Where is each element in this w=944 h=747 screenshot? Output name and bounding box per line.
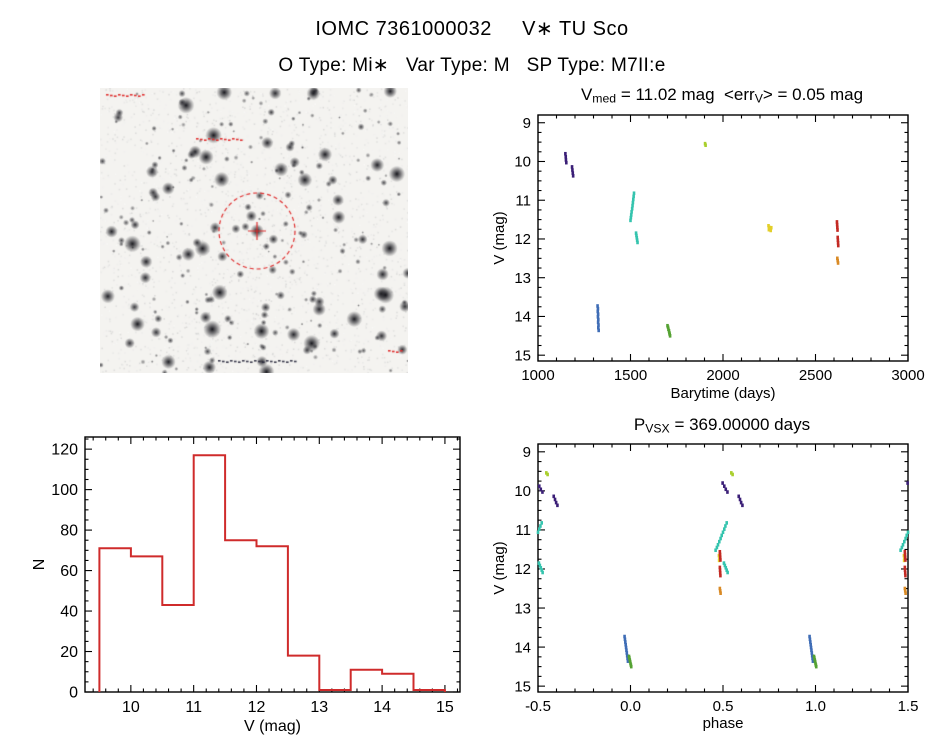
- title-subscript: med: [592, 91, 617, 106]
- y-tick-label: 12: [514, 561, 531, 578]
- y-tick-labels: 9 10 11 12 13 14 15: [514, 444, 531, 695]
- series-epoch-red: [718, 549, 907, 578]
- x-tick-label: -0.5: [525, 698, 551, 715]
- x-tick-label: 0.5: [713, 698, 734, 715]
- lightcurve-plot: 1000 1500 2000 2500 3000 9 10 11 12 13 14 15 Barytim…: [492, 114, 925, 402]
- title-subscript: VSX: [645, 421, 670, 436]
- lightcurve-title: Vmed = 11.02 mag <errV> = 0.05 mag: [500, 85, 944, 106]
- y-tick-label: 13: [514, 270, 531, 287]
- x-tick-label: 1.5: [898, 698, 919, 715]
- series-epoch-chartreuse: [703, 141, 707, 148]
- x-tick-label: 1.0: [805, 698, 826, 715]
- y-axis-label: N: [31, 559, 48, 571]
- series-epoch-green: [666, 323, 672, 338]
- y-tick-label: 120: [51, 442, 78, 459]
- x-tick-labels: 1000 1500 2000 2500 3000: [521, 367, 924, 384]
- series-epoch-cyan: [629, 191, 639, 245]
- series-epoch-blue: [623, 634, 815, 663]
- series-epoch-chartreuse: [545, 471, 734, 477]
- x-axis-label: phase: [703, 715, 744, 732]
- y-tick-labels: 9 10 11 12 13 14 15: [514, 115, 531, 364]
- x-tick-label: 2500: [799, 367, 832, 384]
- x-tick-label: 14: [373, 699, 391, 716]
- y-tick-label: 15: [514, 347, 531, 364]
- y-tick-label: 14: [514, 639, 531, 656]
- series-epoch-orange: [836, 256, 840, 265]
- x-tick-label: 12: [248, 699, 266, 716]
- x-tick-label: 3000: [891, 367, 924, 384]
- y-tick-label: 9: [523, 444, 531, 461]
- x-tick-label: 1000: [521, 367, 554, 384]
- title-text: = 11.02 mag <err: [616, 85, 755, 104]
- y-tick-label: 11: [515, 522, 531, 539]
- series-epoch-blue: [596, 304, 600, 333]
- histogram-outline: [98, 454, 446, 692]
- title-text: P: [633, 415, 646, 434]
- y-tick-label: 100: [51, 482, 78, 499]
- y-tick-label: 14: [514, 309, 531, 326]
- x-tick-label: 15: [436, 699, 454, 716]
- y-tick-label: 13: [514, 600, 531, 617]
- x-axis-label: V (mag): [244, 718, 301, 735]
- finder-chart-image: [100, 88, 408, 373]
- plot-frame: [84, 436, 461, 693]
- x-tick-label: 13: [310, 699, 328, 716]
- y-tick-label: 20: [60, 644, 78, 661]
- phase-plot-title: PVSX = 369.00000 days: [500, 415, 944, 436]
- series-epoch-red: [835, 220, 840, 248]
- plot-frame: [537, 114, 909, 362]
- magnitude-histogram-plot: 10 11 12 13 14 15 0 20 40 60 80 100 120 V (mag) N: [31, 436, 461, 735]
- title-text: V: [580, 85, 593, 104]
- title-text: > = 0.05 mag: [762, 85, 864, 104]
- series-epoch-yellow: [767, 223, 773, 233]
- y-axis-label: V (mag): [492, 211, 508, 264]
- x-axis-label: Barytime (days): [670, 385, 775, 402]
- x-tick-labels: 10 11 12 13 14 15: [122, 699, 454, 716]
- page-subtitle: O Type: Mi∗ Var Type: M SP Type: M7II:e: [278, 55, 666, 76]
- x-tick-label: 1500: [614, 367, 647, 384]
- y-tick-label: 9: [523, 115, 531, 132]
- y-tick-label: 15: [514, 678, 531, 695]
- title-text: = 369.00000 days: [669, 415, 811, 434]
- y-tick-label: 11: [515, 192, 531, 209]
- y-tick-label: 10: [514, 154, 531, 171]
- x-tick-labels: -0.5 0.0 0.5 1.0 1.5: [525, 698, 918, 715]
- y-tick-label: 60: [60, 563, 78, 580]
- series-epoch-purple: [537, 481, 909, 508]
- x-tick-label: 2000: [706, 367, 739, 384]
- x-tick-label: 10: [122, 699, 140, 716]
- y-axis-label: V (mag): [492, 541, 508, 594]
- series-epoch-orange: [718, 586, 907, 595]
- plot-frame: [537, 443, 909, 693]
- x-tick-label: 0.0: [620, 698, 641, 715]
- y-tick-label: 10: [514, 483, 531, 500]
- title-subscript: V: [754, 91, 763, 106]
- series-epoch-green: [627, 654, 818, 669]
- y-tick-label: 12: [514, 231, 531, 248]
- phase-folded-plot: -0.5 0.0 0.5 1.0 1.5 9 10 11 12 13 14 15 phase V (mag…: [492, 443, 918, 732]
- page-title: IOMC 7361000032 V∗ TU Sco: [315, 18, 629, 40]
- y-tick-labels: 0 20 40 60 80 100 120: [51, 442, 78, 702]
- y-tick-label: 0: [69, 685, 78, 702]
- series-epoch-cyan: [536, 521, 910, 575]
- x-tick-label: 11: [185, 699, 202, 716]
- series-epoch-yellow: [717, 552, 907, 563]
- y-tick-label: 40: [60, 604, 78, 621]
- y-tick-label: 80: [60, 523, 78, 540]
- series-epoch-purple: [564, 151, 575, 178]
